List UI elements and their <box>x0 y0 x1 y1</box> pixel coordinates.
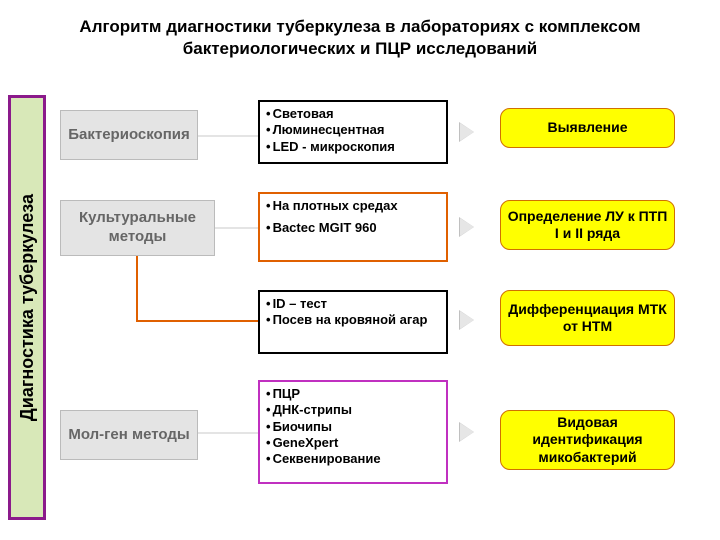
method-box: Культуральные методы <box>60 200 215 256</box>
list-item: GeneXpert <box>266 435 440 451</box>
arrow-right-icon <box>460 423 474 441</box>
result-box: Выявление <box>500 108 675 148</box>
technique-list: ID – тестПосев на кровяной агар <box>258 290 448 354</box>
list-item: ID – тест <box>266 296 440 312</box>
technique-list: На плотных средах Bactec MGIT 960 <box>258 192 448 262</box>
list-item: ДНК-стрипы <box>266 402 440 418</box>
vertical-category-label: Диагностика туберкулеза <box>8 95 46 520</box>
diagram-title: Алгоритм диагностики туберкулеза в лабор… <box>40 16 680 60</box>
list-item: ПЦР <box>266 386 440 402</box>
result-box: Видовая идентификация микобактерий <box>500 410 675 470</box>
connector-line <box>136 320 258 322</box>
arrow-right-icon <box>460 218 474 236</box>
list-item: Люминесцентная <box>266 122 440 138</box>
list-item: Bactec MGIT 960 <box>266 220 440 236</box>
list-item: Секвенирование <box>266 451 440 467</box>
list-item: Световая <box>266 106 440 122</box>
vertical-label-text: Диагностика туберкулеза <box>17 194 38 421</box>
method-box: Мол-ген методы <box>60 410 198 460</box>
technique-list: СветоваяЛюминесцентнаяLED - микроскопия <box>258 100 448 164</box>
method-box: Бактериоскопия <box>60 110 198 160</box>
result-box: Определение ЛУ к ПТП I и II ряда <box>500 200 675 250</box>
arrow-right-icon <box>460 123 474 141</box>
connector-line <box>215 227 258 229</box>
technique-list: ПЦРДНК-стрипыБиочипыGeneXpertСеквенирова… <box>258 380 448 484</box>
arrow-right-icon <box>460 311 474 329</box>
list-item: LED - микроскопия <box>266 139 440 155</box>
list-item: Посев на кровяной агар <box>266 312 440 328</box>
connector-line <box>198 432 258 434</box>
list-item: На плотных средах <box>266 198 440 214</box>
connector-line <box>198 135 258 137</box>
result-box: Дифференциация МТК от НТМ <box>500 290 675 346</box>
list-item: Биочипы <box>266 419 440 435</box>
connector-line <box>136 256 138 320</box>
